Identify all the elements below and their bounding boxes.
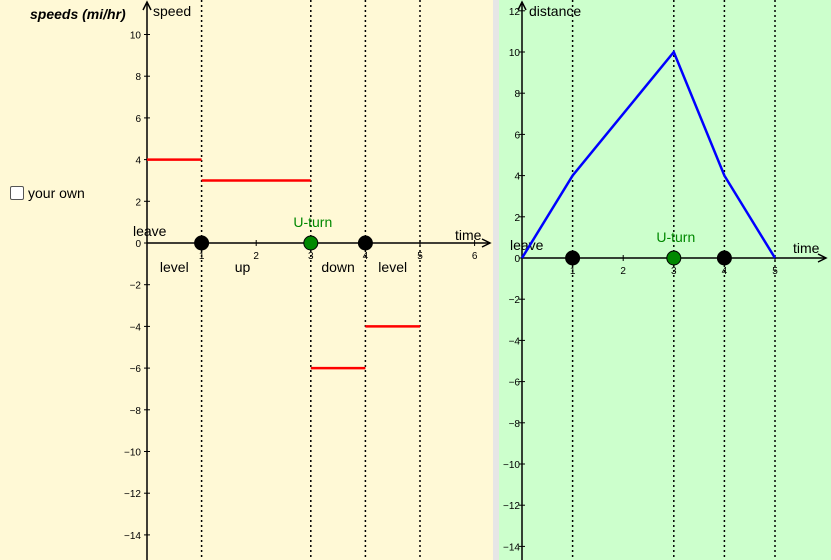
speed-panel (0, 0, 493, 560)
speed-x-arrow-icon (481, 238, 492, 248)
distance-x-tick-label: 5 (772, 266, 778, 277)
speed-segment-label: level (378, 259, 407, 275)
distance-y-tick-label: −4 (509, 336, 521, 347)
distance-y-tick-label: 0 (514, 254, 520, 265)
speed-y-tick-label: 4 (135, 156, 141, 167)
distance-y-axis-label: distance (529, 3, 581, 19)
speed-y-tick-label: 0 (135, 239, 141, 250)
distance-y-tick-label: 4 (514, 172, 520, 183)
distance-x-axis-label: time (793, 240, 820, 256)
distance-y-tick-label: −6 (509, 378, 521, 389)
speed-y-tick-label: 6 (135, 114, 141, 125)
speed-x-tick-label: 4 (363, 251, 369, 262)
distance-y-arrow-icon (517, 0, 527, 11)
speed-y-tick-label: 10 (130, 31, 142, 42)
speed-u-turn-label: U-turn (293, 214, 332, 230)
distance-distance-line (520, 49, 777, 259)
speed-x-tick-label: 1 (199, 251, 205, 262)
distance-x-tick-label: 2 (620, 266, 626, 277)
speed-point (357, 235, 373, 251)
distance-y-tick-label: 8 (514, 89, 520, 100)
distance-x-tick-label: 3 (671, 266, 677, 277)
distance-point (565, 250, 581, 266)
speed-y-tick-label: −14 (124, 531, 141, 542)
speed-point (303, 235, 319, 251)
distance-y-tick-label: 10 (509, 48, 521, 59)
speed-x-axis-label: time (455, 227, 482, 243)
speed-y-tick-label: −2 (130, 281, 142, 292)
speed-y-tick-label: −10 (124, 448, 141, 459)
speed-x-tick-label: 6 (472, 251, 478, 262)
distance-y-tick-label: −8 (509, 419, 521, 430)
speed-y-tick-label: 2 (135, 197, 141, 208)
speed-y-axis-label: speed (153, 3, 191, 19)
speed-y-tick-label: −12 (124, 489, 141, 500)
distance-y-tick-label: 2 (514, 213, 520, 224)
panel-divider (493, 0, 499, 560)
speed-y-tick-label: −8 (130, 406, 142, 417)
speed-segment-label: down (321, 259, 354, 275)
speed-segment-label: up (235, 259, 251, 275)
speed-x-tick-label: 2 (253, 251, 259, 262)
checkbox-box-icon[interactable] (10, 186, 24, 200)
speed-segment-label: level (160, 259, 189, 275)
distance-y-tick-label: −10 (503, 460, 520, 471)
speed-y-tick-label: −4 (130, 322, 142, 333)
speeds-title: speeds (mi/hr) (30, 6, 126, 22)
distance-point (666, 250, 682, 266)
distance-y-tick-label: −12 (503, 501, 520, 512)
distance-x-arrow-icon (817, 253, 828, 263)
distance-leave-label: leave (510, 237, 544, 253)
your-own-checkbox[interactable]: your own (10, 185, 85, 201)
speed-y-arrow-icon (142, 0, 152, 11)
distance-x-tick-label: 1 (570, 266, 576, 277)
speed-leave-label: leave (133, 223, 167, 239)
distance-y-tick-label: −2 (509, 295, 521, 306)
your-own-label: your own (28, 185, 85, 201)
distance-x-tick-label: 4 (722, 266, 728, 277)
speed-y-tick-label: 8 (135, 72, 141, 83)
speed-x-tick-label: 5 (417, 251, 423, 262)
distance-y-tick-label: 12 (509, 7, 521, 18)
speed-point (194, 235, 210, 251)
distance-y-tick-label: 6 (514, 130, 520, 141)
speed-y-tick-label: −6 (130, 364, 142, 375)
distance-u-turn-label: U-turn (656, 229, 695, 245)
speed-x-tick-label: 3 (308, 251, 314, 262)
distance-y-tick-label: −14 (503, 542, 520, 553)
distance-point (716, 250, 732, 266)
